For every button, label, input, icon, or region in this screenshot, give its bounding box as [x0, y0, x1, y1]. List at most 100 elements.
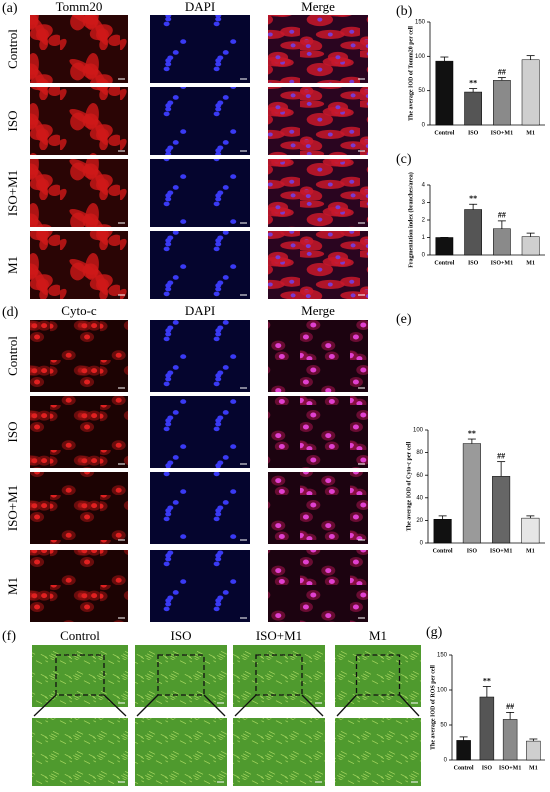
micrograph [32, 645, 128, 707]
x-tick-label: ISO+M1 [491, 130, 513, 136]
label: (e) [396, 312, 412, 327]
x-tick-label: M1 [526, 548, 535, 554]
y-tick-label: 50 [440, 723, 447, 729]
y-tick-label: 3 [422, 200, 426, 206]
label: Tomm20 [56, 0, 103, 14]
micrograph [268, 87, 368, 155]
significance: ## [506, 702, 514, 711]
y-tick-label: 0 [422, 253, 426, 259]
bar [435, 60, 454, 126]
x-tick-label: ISO [468, 260, 479, 266]
micrograph [150, 87, 250, 155]
micrograph [30, 472, 128, 544]
label: ISO [5, 111, 20, 132]
error-bar [506, 712, 515, 720]
zoom-line [103, 694, 127, 717]
error-bar [459, 736, 468, 741]
label: ISO+M1 [5, 485, 20, 531]
significance: ** [483, 676, 491, 685]
x-tick-label: ISO [482, 765, 493, 771]
bar [456, 740, 471, 761]
micrograph [150, 320, 250, 392]
y-tick-label: 80 [416, 450, 423, 456]
label: DAPI [185, 303, 215, 318]
error-bar [529, 738, 538, 742]
micrograph [150, 159, 250, 227]
micrograph [233, 718, 325, 786]
micrograph [30, 159, 128, 227]
bar [462, 443, 481, 544]
y-tick-label: 0 [420, 541, 424, 547]
bar [493, 228, 511, 256]
micrograph [30, 320, 128, 392]
error-bar [467, 438, 476, 444]
error-bar [482, 686, 491, 697]
y-axis-label: The average IOD of Cyto-c per cell [406, 441, 412, 531]
micrograph [268, 396, 368, 468]
significance: ## [498, 211, 506, 220]
micrograph [150, 231, 250, 299]
micrograph [268, 15, 368, 83]
bar [464, 209, 482, 256]
x-tick-label: M1 [526, 130, 535, 136]
label: Control [60, 628, 100, 643]
significance: ** [469, 194, 477, 203]
micrograph [30, 15, 128, 83]
micrograph [135, 718, 227, 786]
micrograph [30, 396, 128, 468]
micrograph [135, 645, 227, 707]
error-bar [438, 515, 447, 520]
label: (b) [396, 4, 413, 19]
micrograph [233, 645, 325, 707]
label: M1 [369, 628, 387, 643]
micrograph [150, 472, 250, 544]
micrograph [150, 15, 250, 83]
x-tick-label: Control [434, 130, 454, 136]
label: (d) [2, 305, 19, 320]
significance: ** [468, 429, 476, 438]
y-axis-label: The average IOD of ROS per cell [430, 665, 436, 750]
significance: ## [498, 67, 506, 76]
x-tick-label: ISO [467, 548, 478, 554]
bar [464, 91, 482, 126]
zoom-line [234, 694, 257, 717]
label: ISO+M1 [256, 628, 302, 643]
y-tick-label: 20 [416, 518, 423, 524]
label: M1 [5, 256, 20, 274]
zoom-line [33, 694, 57, 717]
y-tick-label: 100 [415, 54, 426, 60]
bar [433, 519, 452, 544]
y-tick-label: 0 [444, 758, 448, 764]
error-bar [497, 220, 506, 229]
bar [479, 696, 495, 761]
bar [493, 80, 511, 126]
error-bar [440, 56, 449, 62]
bar [435, 237, 454, 256]
y-axis-label: Fragmentation index (branches/area) [407, 172, 414, 268]
bar [521, 517, 540, 544]
zoom-box [355, 654, 401, 696]
y-axis-label: The average IOD of Tomm20 per cell [408, 26, 414, 121]
y-tick-label: 2 [422, 218, 426, 224]
micrograph [150, 550, 250, 622]
x-tick-label: ISO+M1 [499, 765, 521, 771]
label: (f) [2, 629, 16, 644]
bar [526, 740, 541, 761]
label: Merge [301, 0, 335, 14]
x-tick-label: Control [454, 765, 474, 771]
label: (a) [2, 1, 18, 16]
zoom-line [203, 694, 226, 717]
error-bar [526, 232, 535, 237]
y-tick-label: 50 [418, 88, 425, 94]
micrograph [335, 645, 421, 707]
bar [521, 59, 540, 126]
label: Merge [301, 303, 335, 318]
micrograph [32, 718, 128, 786]
x-tick-label: Control [433, 548, 453, 554]
micrograph [335, 718, 421, 786]
zoom-line [336, 694, 357, 717]
error-bar [526, 55, 535, 60]
micrograph [268, 320, 368, 392]
bar [502, 719, 518, 761]
x-tick-label: ISO [468, 130, 479, 136]
